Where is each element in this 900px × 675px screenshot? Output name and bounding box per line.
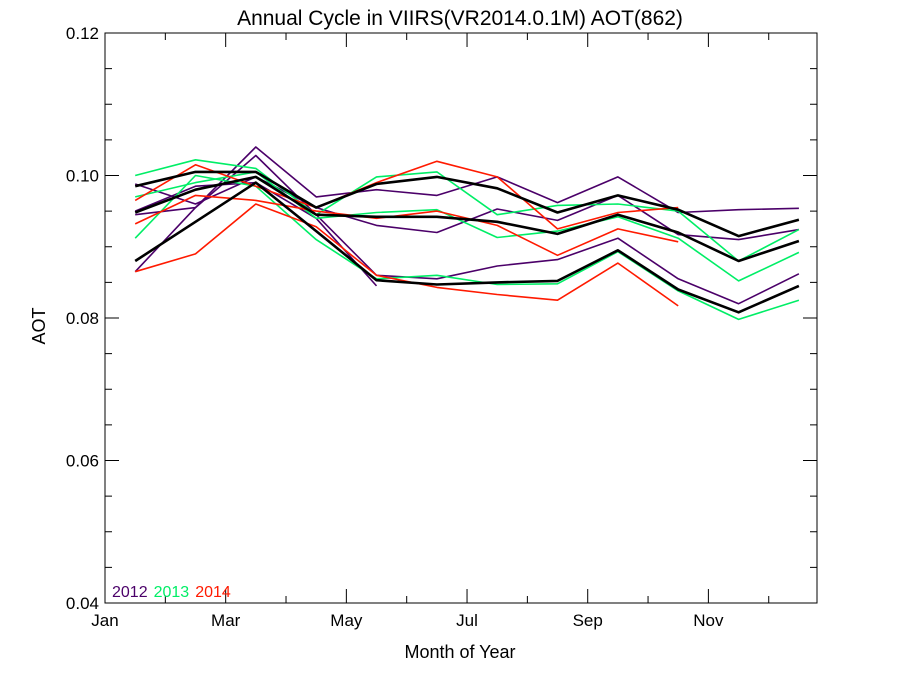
series-line-12 <box>134 175 800 263</box>
y-tick-label: 0.10 <box>66 167 99 186</box>
chart-title: Annual Cycle in VIIRS(VR2014.0.1M) AOT(8… <box>237 7 683 30</box>
y-tick-label: 0.12 <box>66 24 99 43</box>
axis-layer: 0.04 0.06 0.08 0.10 0.12 Jan Mar May Jul Sep Nov <box>66 24 817 630</box>
legend-entry-2013: 2013 <box>154 584 190 601</box>
x-tick-label: May <box>330 611 363 630</box>
series-line-5 <box>134 159 800 262</box>
series-line-6 <box>134 174 800 321</box>
series-layer <box>134 146 800 321</box>
y-axis-label: AOT <box>29 307 49 344</box>
y-tick-label: 0.04 <box>66 594 99 613</box>
series-line-11 <box>134 170 800 238</box>
series-line-10 <box>134 160 679 230</box>
x-axis-label: Month of Year <box>404 642 515 662</box>
series-line-9 <box>134 194 679 257</box>
x-tick-label: Mar <box>211 611 241 630</box>
x-tick-label: Jan <box>91 611 118 630</box>
series-line-2 <box>135 146 799 216</box>
x-tick-label: Sep <box>573 611 603 630</box>
series-line-8 <box>134 203 679 307</box>
x-tick-label: Jul <box>456 611 478 630</box>
x-tick-label: Nov <box>693 611 724 630</box>
y-tick-label: 0.06 <box>66 452 99 471</box>
y-tick-label: 0.08 <box>66 309 99 328</box>
series-line-1 <box>134 154 800 305</box>
series-line-13 <box>134 181 800 314</box>
plot-frame <box>104 32 818 604</box>
legend-entry-2014: 2014 <box>195 584 231 601</box>
legend-entry-2012: 2012 <box>112 584 148 601</box>
series-line-7 <box>135 171 800 282</box>
legend: 2012 2013 2014 <box>112 584 231 601</box>
series-line-3 <box>134 176 800 241</box>
